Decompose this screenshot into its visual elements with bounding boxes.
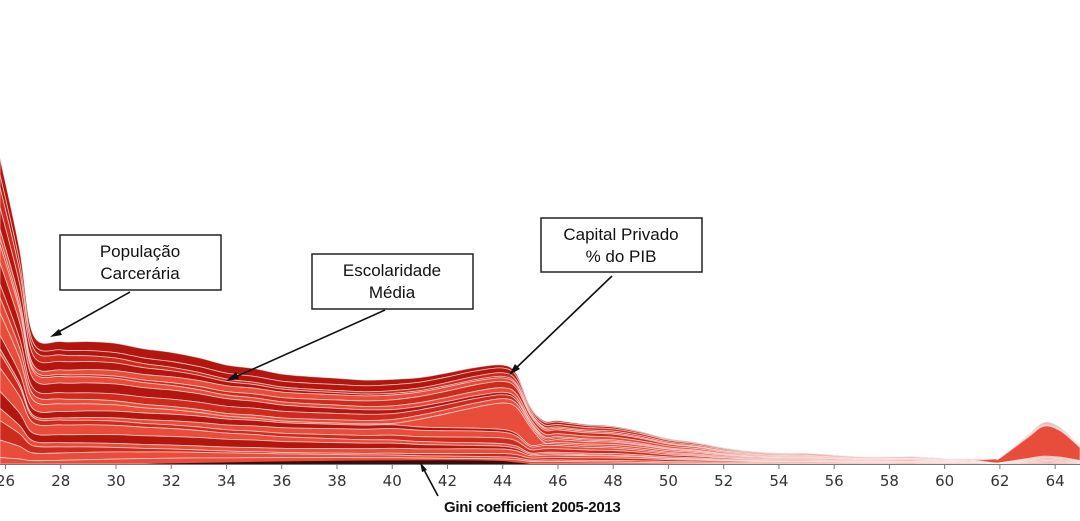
annotation-escolaridade-media: Escolaridade Média — [226, 253, 474, 381]
x-tick-label: 34 — [217, 472, 236, 490]
x-axis-label-group: Gini coefficient 2005-2013 — [420, 462, 621, 516]
x-tick-label: 50 — [659, 472, 678, 490]
x-tick-label: 26 — [0, 472, 15, 490]
xlabel-arrow-line — [422, 467, 439, 497]
x-tick-label: 60 — [935, 472, 954, 490]
x-tick-label: 58 — [880, 472, 899, 490]
x-tick-label: 46 — [548, 472, 567, 490]
x-axis-ticks: 26 28 30 32 34 36 38 40 42 44 46 48 50 52 54 56 58 60 62 64 — [0, 464, 1065, 490]
x-tick-label: 28 — [51, 472, 70, 490]
x-tick-label: 48 — [604, 472, 623, 490]
x-tick-label: 62 — [990, 472, 1009, 490]
annotation-box — [540, 217, 703, 273]
annotation-arrowhead — [226, 372, 239, 381]
x-axis-label: Gini coefficient 2005-2013 — [444, 499, 620, 516]
x-tick-label: 52 — [714, 472, 733, 490]
annotation-arrow-line — [54, 291, 131, 335]
annotation-box — [311, 253, 474, 310]
x-tick-label: 56 — [825, 472, 844, 490]
x-tick-label: 40 — [383, 472, 402, 490]
x-tick-label: 38 — [327, 472, 346, 490]
x-tick-label: 32 — [162, 472, 181, 490]
stream-base-layer — [143, 460, 531, 464]
x-tick-label: 30 — [106, 472, 125, 490]
annotation-populacao-carceraria: População Carcerária — [50, 234, 222, 337]
annotation-text-line-2: Média — [369, 283, 416, 302]
annotation-text-line-2: % do PIB — [586, 247, 657, 266]
annotation-arrowhead — [50, 329, 62, 337]
x-tick-label: 54 — [769, 472, 788, 490]
annotation-text-line-2: Carcerária — [100, 264, 180, 283]
x-tick-label: 44 — [493, 472, 512, 490]
annotation-text-line-1: Escolaridade — [343, 261, 441, 280]
stream-layers — [0, 157, 1080, 465]
annotation-capital-privado: Capital Privado % do PIB — [509, 217, 703, 375]
annotation-arrowhead — [509, 364, 520, 375]
annotation-text-line-1: Capital Privado — [563, 225, 678, 244]
x-tick-label: 64 — [1046, 472, 1065, 490]
annotation-arrow-line — [513, 275, 613, 371]
annotation-text-line-1: População — [100, 242, 180, 261]
annotation-box — [59, 234, 222, 291]
x-tick-label: 42 — [438, 472, 457, 490]
x-tick-label: 36 — [272, 472, 291, 490]
xlabel-arrowhead — [420, 462, 427, 472]
annotation-arrow-line — [232, 309, 386, 379]
